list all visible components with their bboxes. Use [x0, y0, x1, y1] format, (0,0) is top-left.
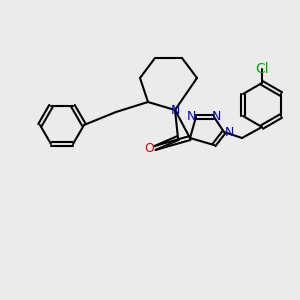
Text: N: N [211, 110, 221, 122]
Text: N: N [224, 125, 234, 139]
Text: O: O [144, 142, 154, 154]
Text: Cl: Cl [255, 62, 269, 76]
Text: N: N [170, 103, 180, 116]
Text: N: N [186, 110, 196, 122]
